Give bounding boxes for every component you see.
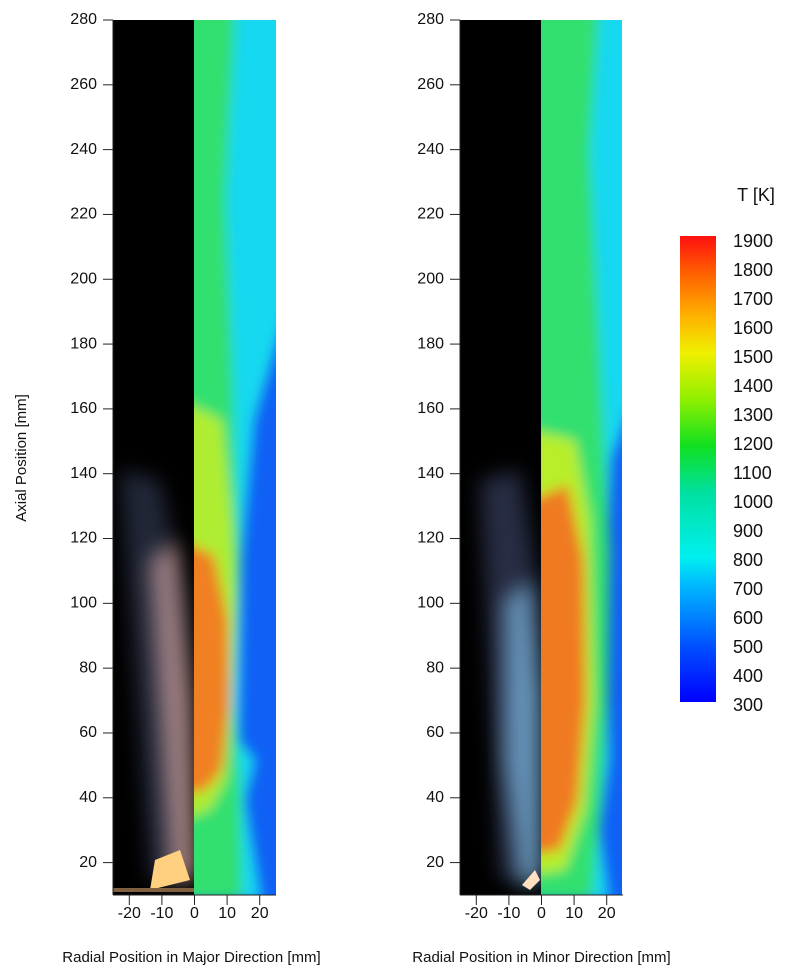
y-tick-label: 60 [426,724,444,741]
x-axis-label: Radial Position in Major Direction [mm] [62,949,320,966]
y-axis-label: Axial Position [mm] [13,394,30,522]
x-tick-label: 10 [565,905,583,922]
y-tick-label: 180 [70,335,97,352]
colorbar-tick-label: 700 [733,579,763,599]
y-tick-label: 200 [417,270,444,287]
y-tick-label: 120 [70,530,97,547]
y-tick-label: 140 [70,465,97,482]
colorbar-tick-label: 800 [733,550,763,570]
colorbar-tick-label: 300 [733,695,763,715]
y-tick-label: 260 [417,76,444,93]
y-tick-label: 220 [417,206,444,223]
y-tick-label: 140 [417,465,444,482]
y-tick-label: 200 [70,270,97,287]
x-tick-label: 0 [537,905,546,922]
temperature-contour [194,20,276,895]
colorbar-tick-label: 1600 [733,318,773,338]
colorbar-tick-label: 1200 [733,434,773,454]
y-tick-label: 120 [417,530,444,547]
colorbar-tick-label: 1100 [733,463,772,483]
y-tick-label: 40 [79,789,97,806]
y-tick-label: 20 [79,854,97,871]
colorbar [680,236,716,702]
colorbar-tick-label: 1000 [733,492,773,512]
y-tick-label: 100 [70,595,97,612]
colorbar-tick-label: 1500 [733,347,773,367]
x-tick-label: 10 [218,905,236,922]
y-tick-label: 20 [426,854,444,871]
colorbar-tick-label: 1300 [733,405,773,425]
colorbar-tick-label: 400 [733,666,763,686]
y-tick-label: 160 [417,400,444,417]
y-tick-label: 180 [417,335,444,352]
x-tick-label: 20 [251,905,269,922]
temperature-contour [541,20,622,895]
y-tick-label: 220 [70,206,97,223]
y-tick-label: 60 [79,724,97,741]
flame-photo [113,20,194,895]
y-tick-label: 280 [70,11,97,28]
y-tick-label: 260 [70,76,97,93]
y-tick-label: 280 [417,11,444,28]
colorbar-tick-label: 900 [733,521,763,541]
x-axis-label: Radial Position in Minor Direction [mm] [412,949,670,966]
colorbar-tick-label: 1400 [733,376,773,396]
x-tick-label: -20 [118,905,141,922]
colorbar-tick-label: 500 [733,637,763,657]
colorbar-tick-label: 600 [733,608,763,628]
y-tick-label: 240 [417,141,444,158]
y-tick-label: 100 [417,595,444,612]
y-tick-label: 80 [426,659,444,676]
y-tick-label: 80 [79,659,97,676]
x-tick-label: -10 [150,905,173,922]
colorbar-tick-label: 1800 [733,260,773,280]
x-tick-label: 20 [598,905,616,922]
x-tick-label: -20 [465,905,488,922]
colorbar-tick-label: 1900 [733,231,773,251]
flame-photo [460,20,541,895]
x-tick-label: 0 [190,905,199,922]
x-tick-label: -10 [497,905,520,922]
y-tick-label: 240 [70,141,97,158]
colorbar-title: T [K] [737,185,775,205]
y-tick-label: 40 [426,789,444,806]
colorbar-tick-label: 1700 [733,289,773,309]
y-tick-label: 160 [70,400,97,417]
